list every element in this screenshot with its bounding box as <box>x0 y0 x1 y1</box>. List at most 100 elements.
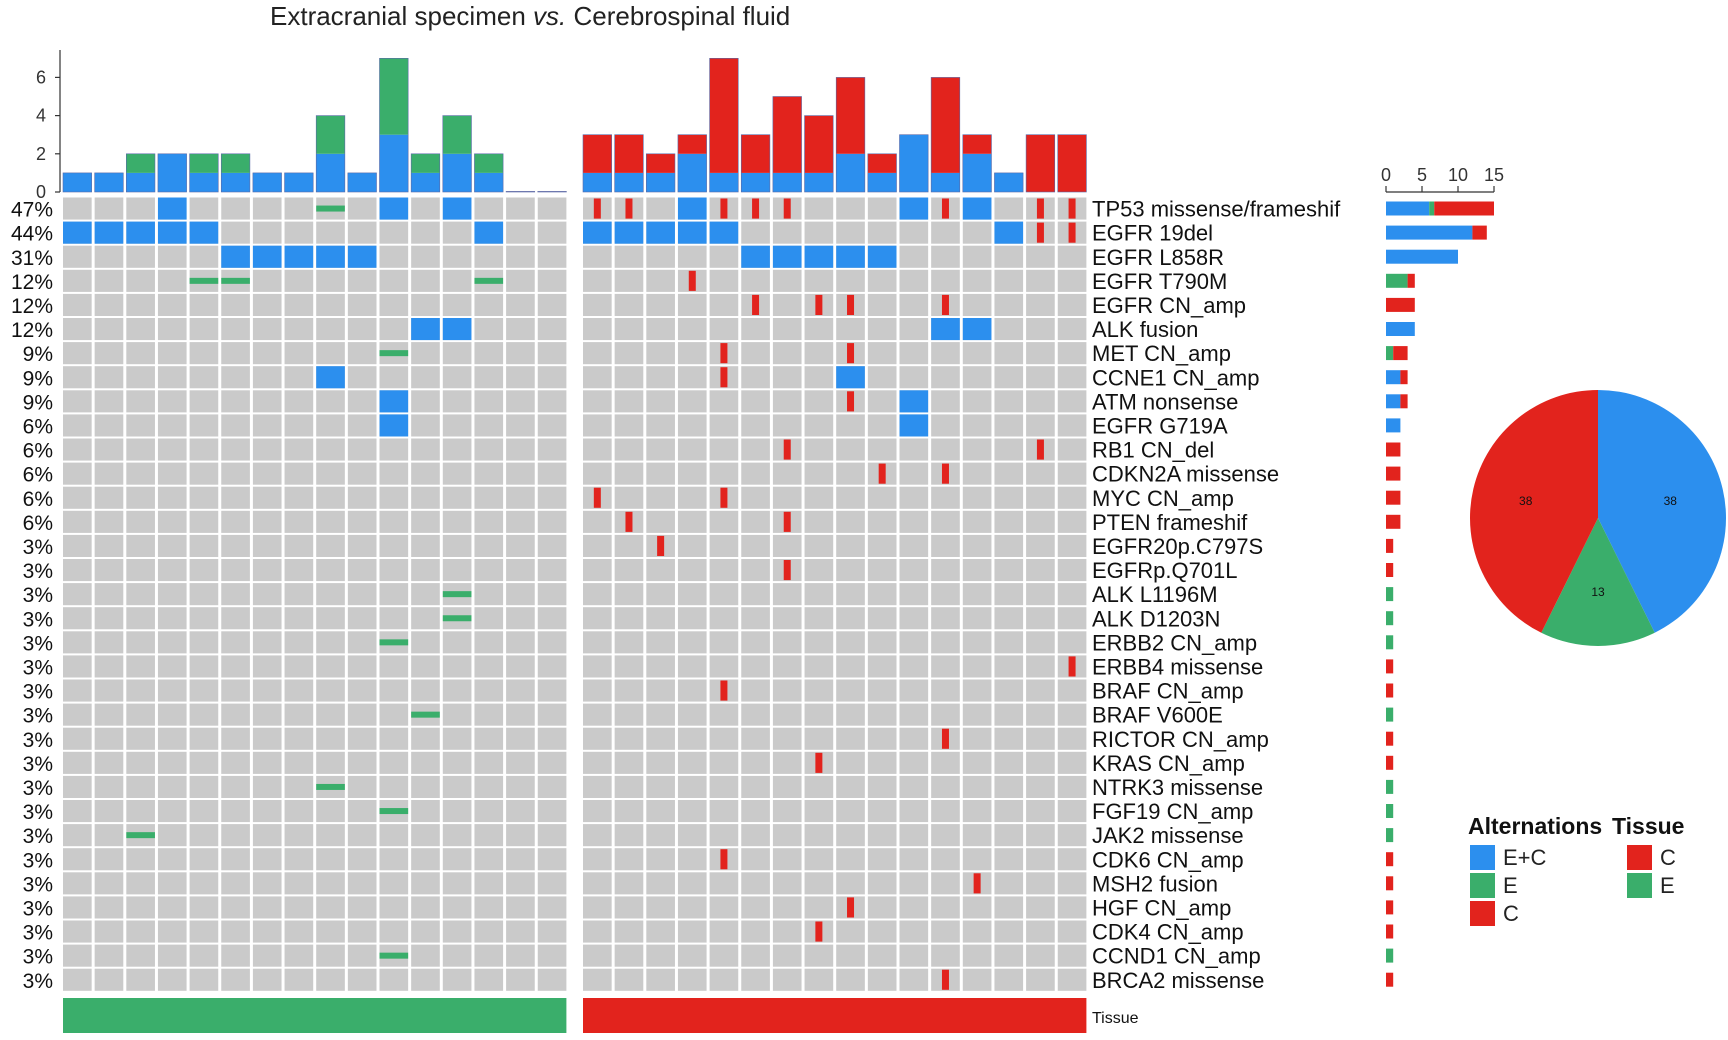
grid-cell <box>537 703 567 726</box>
grid-cell <box>962 631 992 654</box>
grid-cell <box>189 559 219 582</box>
grid-cell <box>63 848 92 871</box>
top-bar-outline <box>614 134 644 193</box>
grid-cell <box>252 775 282 798</box>
pie-slice-label: 38 <box>1519 494 1533 508</box>
grid-cell <box>94 534 124 557</box>
grid-cell <box>804 968 834 991</box>
top-bar-segment <box>474 153 504 173</box>
grid-cell <box>126 775 155 798</box>
grid-cell <box>316 703 345 726</box>
grid-cell <box>1057 583 1087 606</box>
grid-cell <box>379 462 409 485</box>
grid-cell <box>94 944 124 967</box>
grid-cell <box>189 534 219 557</box>
grid-cell <box>157 751 187 774</box>
grid-cell <box>583 318 612 341</box>
grid-cell <box>316 944 345 967</box>
grid-cell <box>284 920 314 943</box>
alteration-ec <box>867 245 897 268</box>
grid-cell <box>899 366 929 389</box>
row-gene-label: EGFR20p.C797S <box>1092 534 1263 559</box>
grid-cell <box>506 510 535 533</box>
top-bar-segment <box>614 172 644 192</box>
row-percent: 47% <box>11 199 53 222</box>
top-bar-segment <box>284 172 314 192</box>
pie-slice <box>1541 518 1655 646</box>
grid-cell <box>537 221 567 244</box>
grid-cell <box>347 510 377 533</box>
grid-cell <box>709 751 739 774</box>
grid-cell <box>126 510 155 533</box>
grid-cell <box>189 920 219 943</box>
legend-swatch <box>1470 873 1495 898</box>
grid-cell <box>63 269 92 292</box>
grid-cell <box>583 751 612 774</box>
grid-cell <box>709 920 739 943</box>
grid-cell <box>189 824 219 847</box>
grid-cell <box>741 751 770 774</box>
top-bar-outline <box>772 96 802 193</box>
row-gene-label: CCNE1 CN_amp <box>1092 365 1260 390</box>
grid-cell <box>379 727 409 750</box>
right-bar-segment <box>1386 346 1394 361</box>
grid-cell <box>962 703 992 726</box>
alteration-c <box>815 752 823 773</box>
grid-cell <box>316 221 345 244</box>
grid-cell <box>772 824 802 847</box>
grid-cell <box>411 607 440 630</box>
top-bar-segment <box>741 172 770 192</box>
grid-cell <box>646 293 675 316</box>
grid-cell <box>867 920 897 943</box>
grid-cell <box>899 318 929 341</box>
alteration-c <box>878 463 886 484</box>
grid-cell <box>646 824 675 847</box>
grid-cell <box>867 824 897 847</box>
top-y-tick-label: 6 <box>36 67 46 87</box>
grid-cell <box>252 197 282 220</box>
grid-cell <box>994 366 1024 389</box>
grid-cell <box>836 269 865 292</box>
grid-cell <box>379 534 409 557</box>
right-bar-segment <box>1386 611 1394 626</box>
top-bar-segment <box>899 134 929 192</box>
grid-cell <box>379 510 409 533</box>
grid-cell <box>899 872 929 895</box>
grid-cell <box>1057 293 1087 316</box>
grid-cell <box>221 221 250 244</box>
grid-cell <box>316 824 345 847</box>
grid-cell <box>931 366 960 389</box>
top-bar-outline <box>379 57 409 193</box>
grid-cell <box>772 318 802 341</box>
grid-cell <box>962 920 992 943</box>
grid-cell <box>474 800 504 823</box>
grid-cell <box>126 896 155 919</box>
grid-cell <box>709 559 739 582</box>
grid-cell <box>157 390 187 413</box>
grid-cell <box>284 800 314 823</box>
grid-cell <box>709 800 739 823</box>
alteration-c <box>593 487 601 508</box>
grid-cell <box>221 197 250 220</box>
alteration-e <box>316 783 345 790</box>
grid-cell <box>252 438 282 461</box>
row-gene-label: HGF CN_amp <box>1092 895 1231 920</box>
grid-cell <box>772 751 802 774</box>
grid-cell <box>316 896 345 919</box>
grid-cell <box>962 559 992 582</box>
grid-cell <box>614 800 644 823</box>
grid-cell <box>1057 269 1087 292</box>
alteration-ec <box>442 197 472 220</box>
top-bar-outline <box>962 134 992 193</box>
grid-cell <box>474 824 504 847</box>
grid-cell <box>126 293 155 316</box>
grid-cell <box>741 775 770 798</box>
alteration-ec <box>962 197 992 220</box>
right-bar-segment <box>1434 201 1494 216</box>
grid-cell <box>474 703 504 726</box>
grid-cell <box>347 342 377 365</box>
grid-cell <box>1026 366 1055 389</box>
grid-cell <box>677 848 707 871</box>
grid-cell <box>677 655 707 678</box>
grid-cell <box>316 800 345 823</box>
